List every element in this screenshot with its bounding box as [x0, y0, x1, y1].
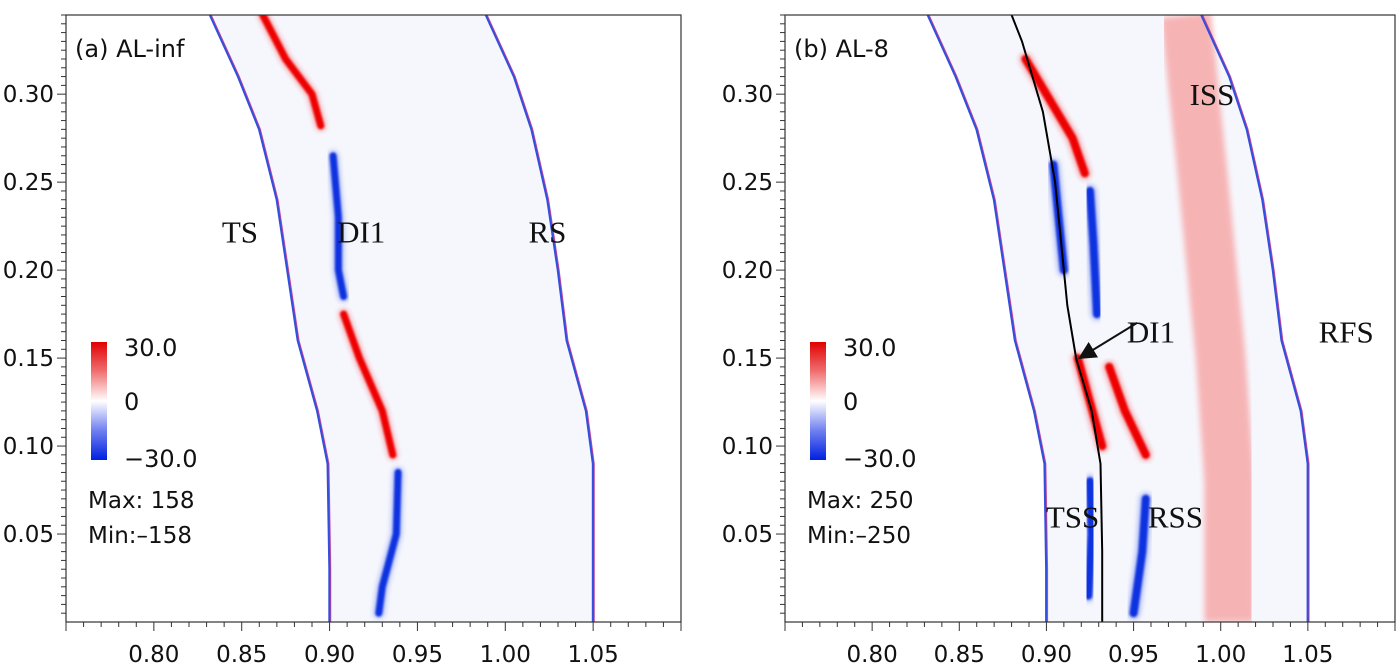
x-tick-label: 1.05 — [568, 642, 619, 668]
shock-rs — [484, 15, 595, 622]
streak-negative-2 — [1086, 186, 1101, 319]
streak-negative-6 — [1129, 494, 1150, 618]
y-tick-label: 0.30 — [3, 82, 54, 108]
y-tick-label: 0.25 — [3, 170, 54, 196]
shock-edge-rs — [486, 15, 595, 622]
y-tick-label: 0.25 — [722, 170, 773, 196]
x-tick-label: 0.80 — [847, 642, 898, 668]
axes-frame — [784, 14, 1396, 623]
colorbar-mid-label: 0 — [124, 388, 139, 416]
y-axis: 0.05 0.10 0.15 0.20 0.25 0.30 — [722, 14, 785, 614]
x-tick-label: 0.95 — [1108, 642, 1159, 668]
x-tick-label: 1.00 — [1195, 642, 1246, 668]
shock-edge-ts — [928, 15, 1049, 622]
shock-edge-ts — [210, 15, 332, 622]
colorbar-max-label: 30.0 — [124, 334, 177, 362]
y-tick-label: 0.05 — [3, 522, 54, 548]
stat-max: Max: 250 — [807, 488, 914, 514]
feature-label-rs: RS — [528, 214, 566, 249]
streak-positive-2 — [340, 310, 397, 459]
colorbar-mid-label: 0 — [843, 388, 858, 416]
colorbar-gradient — [91, 342, 107, 460]
x-axis: 0.80 0.85 0.90 0.95 1.00 1.05 — [784, 622, 1396, 668]
streak-positive-4 — [1105, 362, 1150, 459]
feature-label-ts: TS — [222, 214, 258, 249]
x-axis: 0.80 0.85 0.90 0.95 1.00 1.05 — [65, 622, 682, 668]
stat-max: Max: 158 — [88, 488, 195, 514]
colorbar: 30.0 0 −30.0 — [810, 334, 917, 473]
x-tick-label: 0.95 — [392, 642, 443, 668]
panel-a: 0.80 0.85 0.90 0.95 1.00 1.05 0.05 0.10 0.15 0.20… — [3, 14, 682, 668]
shock-ts — [926, 15, 1048, 622]
feature-label-rfs: RFS — [1319, 315, 1374, 350]
colorbar: 30.0 0 −30.0 — [91, 334, 198, 473]
feature-label-tss: TSS — [1046, 499, 1099, 534]
y-tick-label: 0.05 — [722, 522, 773, 548]
y-tick-label: 0.10 — [722, 434, 773, 460]
stat-min: Min:–158 — [88, 523, 192, 549]
y-tick-label: 0.15 — [722, 346, 773, 372]
streak-positive-0 — [1021, 55, 1089, 178]
feature-label-rss: RSS — [1148, 499, 1203, 534]
y-tick-label: 0.15 — [3, 346, 54, 372]
feature-label-iss: ISS — [1190, 77, 1235, 112]
colorbar-max-label: 30.0 — [843, 334, 896, 362]
colorbar-gradient — [810, 342, 826, 460]
y-tick-label: 0.20 — [3, 258, 54, 284]
x-tick-label: 0.90 — [1021, 642, 1072, 668]
x-tick-label: 1.05 — [1282, 642, 1333, 668]
panel-b: 0.80 0.85 0.90 0.95 1.00 1.05 0.05 0.10 0.15 0.20… — [722, 14, 1396, 668]
shock-rfs — [1200, 15, 1310, 622]
stat-min: Min:–250 — [807, 523, 911, 549]
axes-frame — [65, 14, 682, 623]
x-tick-label: 0.80 — [128, 642, 179, 668]
panel-title: (b) AL-8 — [794, 35, 889, 63]
streak-positive-0 — [259, 15, 325, 130]
background-wash — [210, 15, 594, 622]
interface-di1 — [1010, 15, 1104, 622]
shock-edge-rfs — [1202, 15, 1310, 622]
y-tick-label: 0.10 — [3, 434, 54, 460]
feature-label-di1: DI1 — [1127, 315, 1175, 350]
band-iss — [1161, 15, 1255, 622]
colorbar-min-label: −30.0 — [124, 445, 198, 473]
streak-negative-5 — [1084, 477, 1096, 600]
shock-ts — [208, 15, 331, 622]
feature-label-di1: DI1 — [337, 214, 385, 249]
stats: Max: 250 Min:–250 — [807, 488, 914, 549]
y-tick-label: 0.30 — [722, 82, 773, 108]
field-layer — [208, 15, 595, 622]
field-layer — [926, 15, 1310, 622]
x-tick-label: 0.90 — [304, 642, 355, 668]
streak-negative-3 — [375, 468, 402, 617]
annotation-arrow — [1078, 322, 1138, 360]
y-axis: 0.05 0.10 0.15 0.20 0.25 0.30 — [3, 14, 66, 614]
y-tick-label: 0.20 — [722, 258, 773, 284]
stats: Max: 158 Min:–158 — [88, 488, 195, 549]
x-tick-label: 1.00 — [480, 642, 531, 668]
streak-negative-1 — [329, 152, 348, 300]
panel-title: (a) AL-inf — [75, 35, 185, 63]
colorbar-min-label: −30.0 — [843, 445, 917, 473]
x-tick-label: 0.85 — [216, 642, 267, 668]
x-tick-label: 0.85 — [934, 642, 985, 668]
